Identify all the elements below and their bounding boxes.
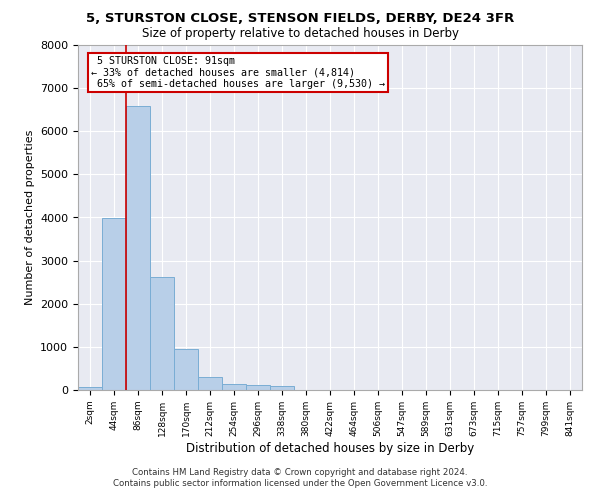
Bar [270,386,294,390]
X-axis label: Distribution of detached houses by size in Derby: Distribution of detached houses by size … [186,442,474,454]
Bar [126,106,150,390]
Bar [222,384,246,390]
Bar [78,386,102,390]
Y-axis label: Number of detached properties: Number of detached properties [25,130,35,305]
Text: Size of property relative to detached houses in Derby: Size of property relative to detached ho… [142,28,458,40]
Bar [150,277,174,390]
Bar [102,218,126,390]
Bar [198,376,222,390]
Bar [246,386,270,390]
Text: 5, STURSTON CLOSE, STENSON FIELDS, DERBY, DE24 3FR: 5, STURSTON CLOSE, STENSON FIELDS, DERBY… [86,12,514,26]
Text: Contains HM Land Registry data © Crown copyright and database right 2024.
Contai: Contains HM Land Registry data © Crown c… [113,468,487,487]
Text: 5 STURSTON CLOSE: 91sqm
← 33% of detached houses are smaller (4,814)
 65% of sem: 5 STURSTON CLOSE: 91sqm ← 33% of detache… [91,56,385,89]
Bar [174,348,198,390]
